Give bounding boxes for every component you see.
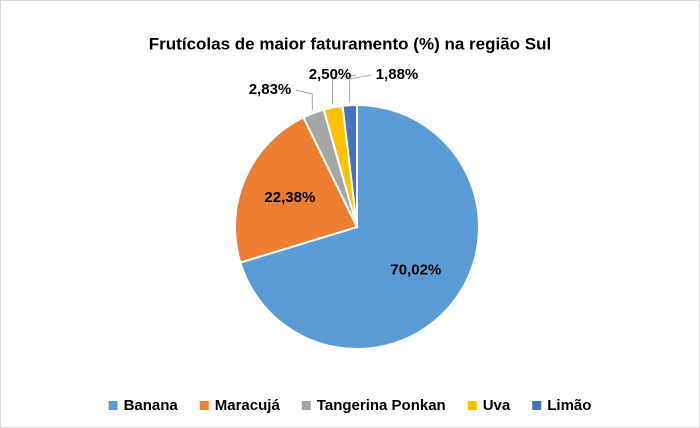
data-label: 2,50% <box>309 66 352 83</box>
data-label: 1,88% <box>376 66 419 83</box>
pie-slice <box>239 103 480 350</box>
legend-label: Banana <box>124 397 179 414</box>
leader-line <box>349 74 372 103</box>
legend-swatch <box>532 401 542 410</box>
data-label: 2,83% <box>249 81 292 98</box>
chart-title: Frutícolas de maior faturamento (%) na r… <box>149 34 551 53</box>
leader-line <box>331 74 357 105</box>
legend-label: Tangerina Ponkan <box>317 397 446 414</box>
pie-slice <box>234 116 359 264</box>
leader-line <box>295 89 313 111</box>
pie-slice <box>341 103 358 228</box>
legend-label: Uva <box>483 397 511 414</box>
legend-swatch <box>301 401 311 410</box>
data-label: 70,02% <box>390 262 441 279</box>
legend-swatch <box>467 401 477 410</box>
legend-swatch <box>199 401 209 410</box>
data-label: 22,38% <box>264 189 315 206</box>
legend-label: Limão <box>547 397 591 414</box>
legend-swatch <box>108 401 118 410</box>
legend-label: Maracujá <box>215 397 281 414</box>
